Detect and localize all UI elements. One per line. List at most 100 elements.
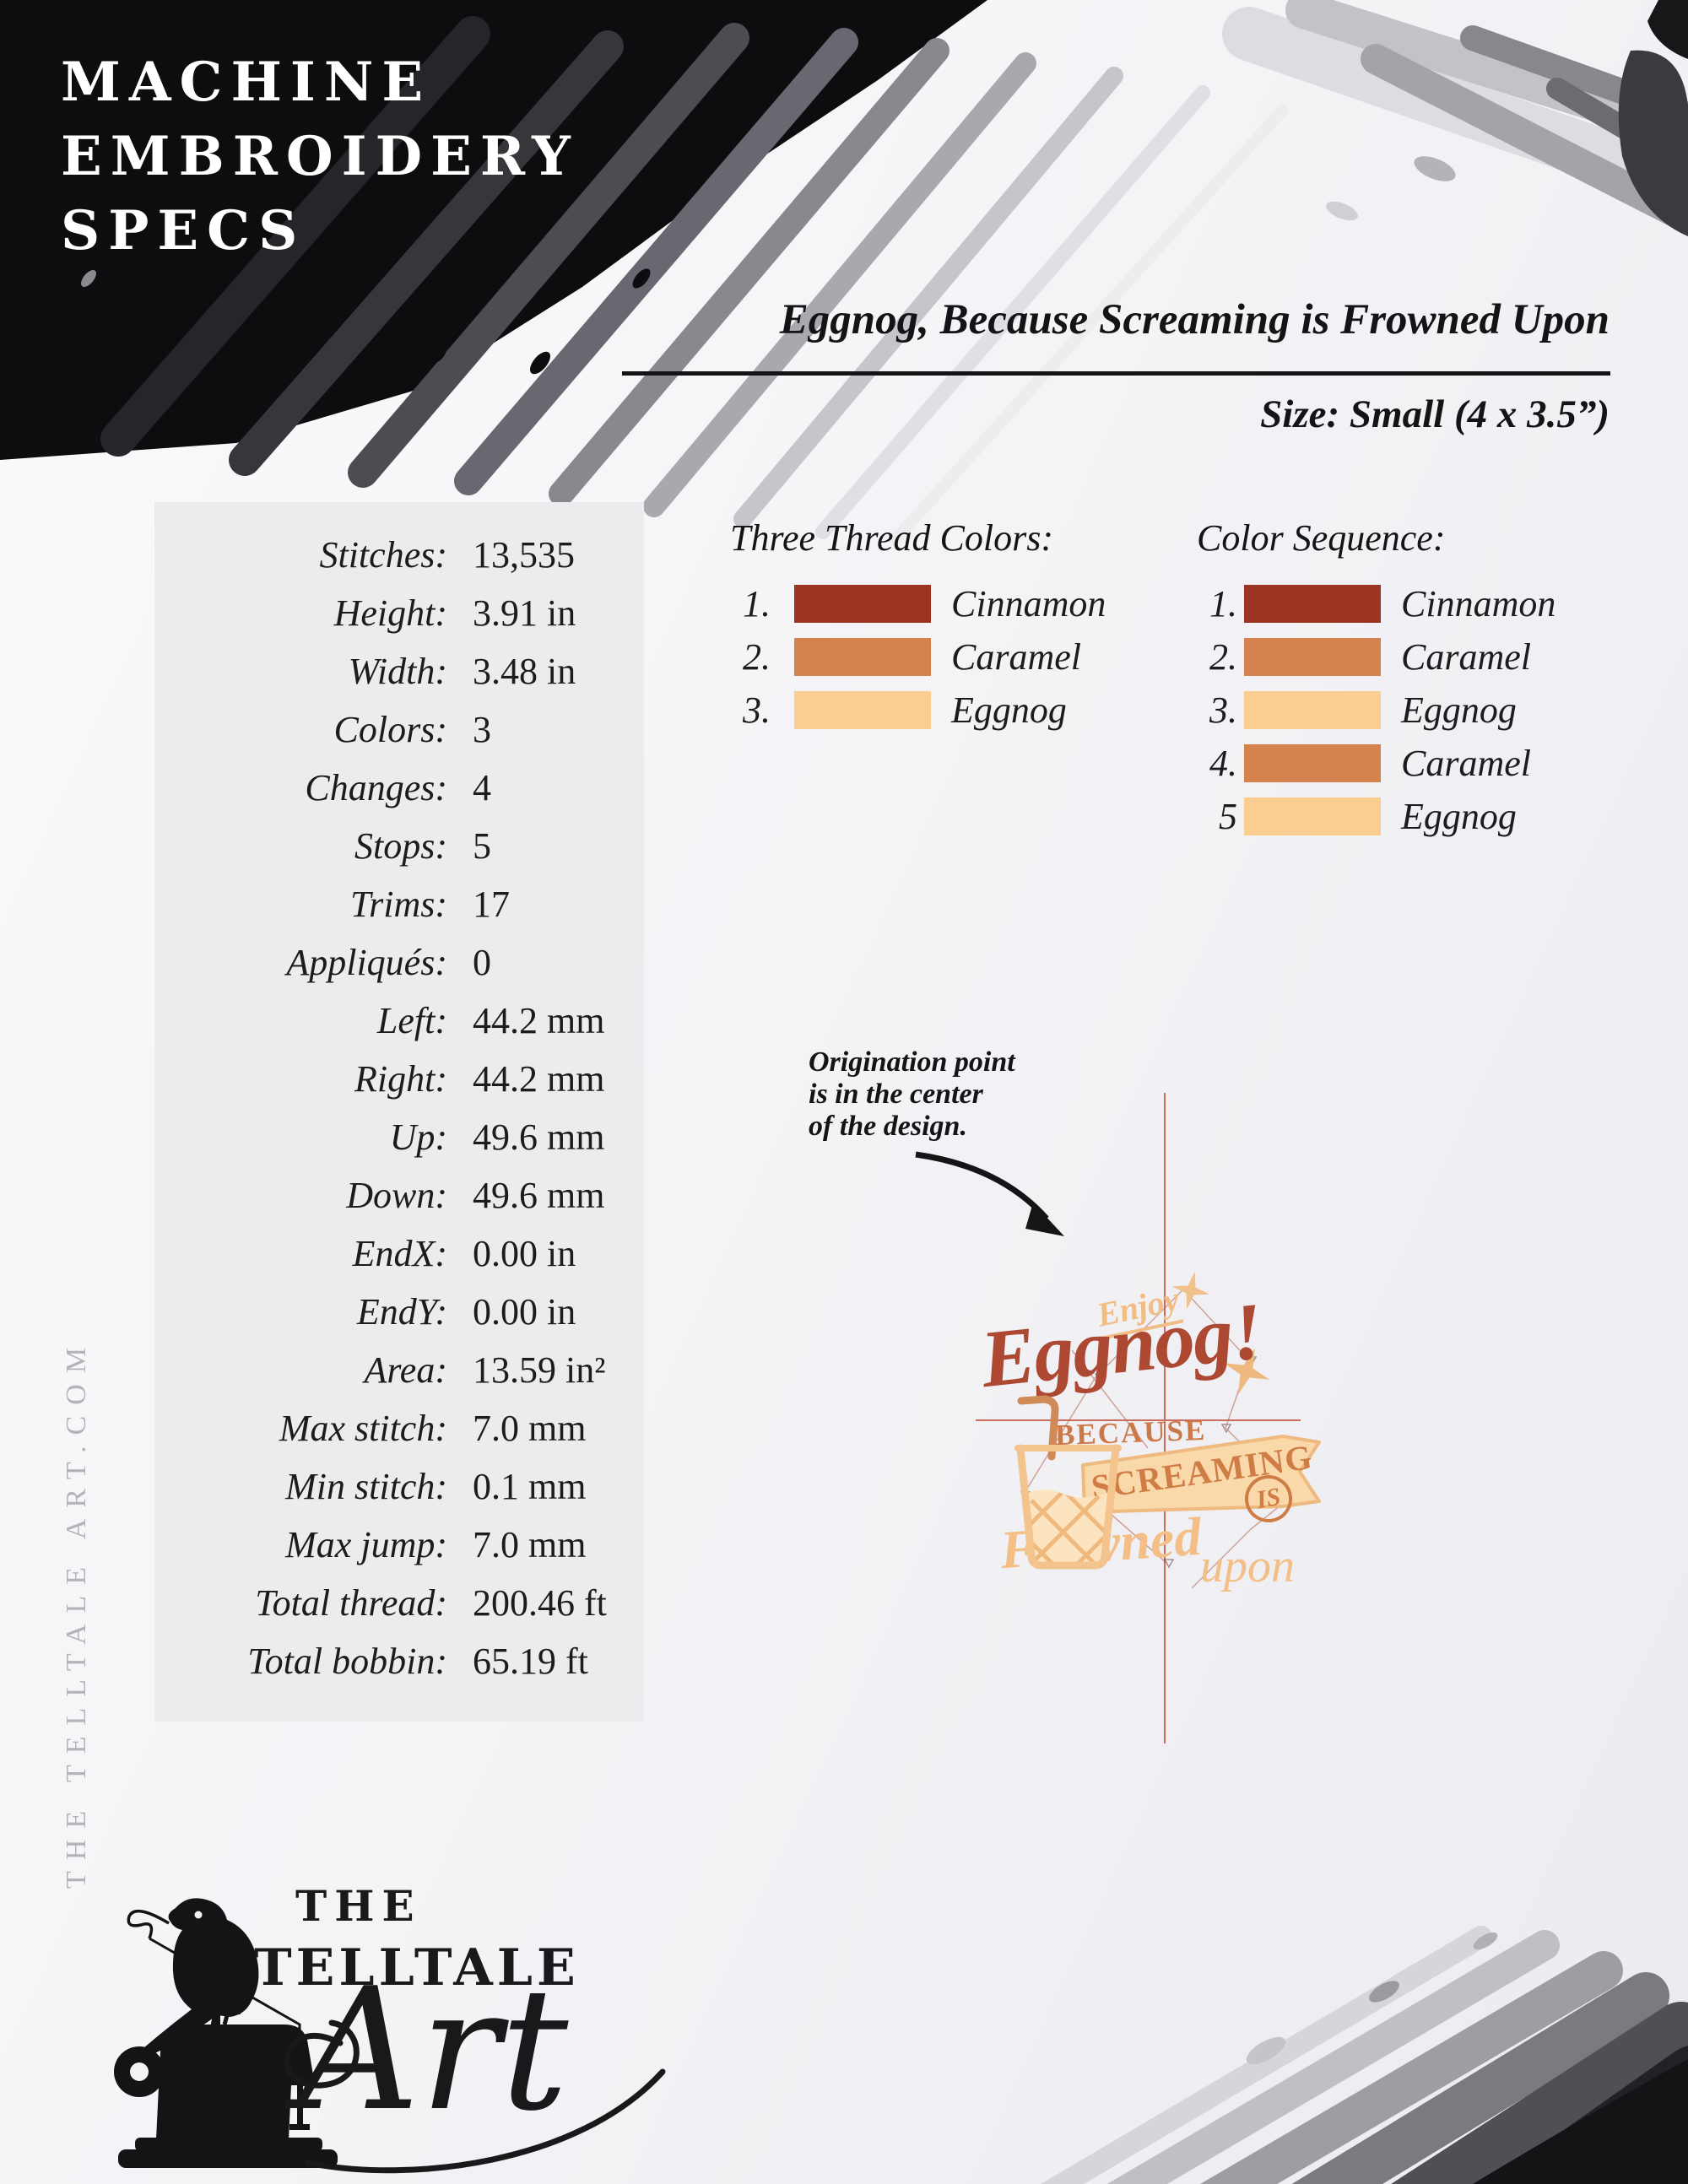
top-right-corner [1647,0,1688,59]
spec-row: EndX: 0.00 in [154,1224,644,1283]
sparkle-icon [1223,1348,1270,1395]
spec-value: 44.2 mm [473,1000,605,1041]
crow-sewing-machine-icon [114,1898,338,2168]
color-sequence-swatch [1244,744,1381,782]
thread-color-number: 3. [743,689,771,731]
color-sequence-number: 1. [1209,583,1237,624]
art-swash-flourish [284,2019,666,2174]
spec-row: Changes: 4 [154,759,644,817]
spec-row: Total bobbin: 65.19 ft [154,1632,644,1690]
spec-value: 44.2 mm [473,1058,605,1100]
thread-color-row: 3. Eggnog [730,689,1135,731]
spec-row: Min stitch: 0.1 mm [154,1457,644,1516]
spec-row: Colors: 3 [154,700,644,759]
color-sequence-swatch [1244,691,1381,729]
spec-label: Appliqués: [286,942,447,983]
design-preview: Enjoy Eggnog! BECAUSE SCREAMING IS Frown… [971,1249,1367,1612]
spec-label: EndY: [356,1291,447,1333]
size-label: Size: Small (4 x 3.5”) [1260,392,1610,436]
bottom-right-streaks [1041,1926,1688,2184]
thread-color-swatch [794,638,931,676]
spec-value: 4 [473,767,491,808]
spec-value: 0.1 mm [473,1466,587,1507]
spec-label: Max stitch: [279,1408,447,1449]
spec-value: 7.0 mm [473,1408,587,1449]
origination-note-line-1: Origination point [809,1046,1015,1078]
spec-label: EndX: [352,1233,447,1274]
eggnog-glass-icon [1014,1395,1122,1570]
spec-label: Stops: [354,825,447,867]
color-sequence-row: 3. Eggnog [1197,689,1602,731]
spec-label: Left: [376,1000,447,1041]
thread-color-number: 1. [743,583,771,624]
spec-value: 65.19 ft [473,1641,588,1682]
website-vertical-text: THE TELLTALE ART.COM [61,1336,92,1889]
logo-word-the: THE [295,1881,422,1931]
spec-label: Stitches: [319,534,447,576]
thread-color-name: Cinnamon [951,583,1106,624]
spec-label: Height: [333,592,447,634]
bottom-right-corner [1473,2059,1688,2184]
spec-value: 5 [473,825,491,867]
color-sequence-rows: 1. Cinnamon 2. Caramel 3. Eggnog [1197,583,1602,837]
color-sequence-number: 5 [1219,796,1237,837]
spec-label: Changes: [305,767,447,808]
spec-label: Up: [389,1116,447,1158]
color-sequence-swatch [1244,585,1381,623]
design-title: Eggnog, Because Screaming is Frowned Upo… [779,296,1610,343]
spec-value: 3.48 in [473,651,576,692]
banner-ribbon-shape [1081,1435,1321,1514]
curved-arrow-icon [915,1151,1064,1236]
color-sequence-name: Caramel [1401,636,1531,678]
thread-colors-title: Three Thread Colors: [730,517,1053,559]
spec-panel: Stitches: 13,535 Height: 3.91 in Width: … [154,502,644,1722]
spec-value: 7.0 mm [473,1524,587,1565]
spec-label: Area: [364,1349,447,1391]
spec-value: 17 [473,884,510,925]
telltale-art-logo: THE TELLTALE Art [89,1861,666,2181]
thread-color-name: Eggnog [951,689,1067,731]
spec-value: 3 [473,709,491,750]
origination-note: Origination point is in the center of th… [809,1046,1015,1143]
color-sequence-name: Eggnog [1401,796,1517,837]
color-sequence-swatch [1244,638,1381,676]
origination-note-line-3: of the design. [809,1111,967,1142]
thread-color-swatch [794,691,931,729]
spec-value: 3.91 in [473,592,576,634]
color-sequence-name: Caramel [1401,743,1531,784]
spec-label: Total bobbin: [247,1641,447,1682]
color-sequence-row: 1. Cinnamon [1197,583,1602,624]
spec-row: Max jump: 7.0 mm [154,1516,644,1574]
top-right-dark-blob [1618,50,1688,236]
color-sequence-list: Color Sequence: 1. Cinnamon 2. Caramel 3… [1197,516,1602,851]
thread-color-name: Caramel [951,636,1081,678]
thread-colors-rows: 1. Cinnamon 2. Caramel 3. Eggnog [730,583,1135,731]
sparkle-icon [1171,1271,1210,1310]
spec-row: Stops: 5 [154,817,644,875]
color-sequence-name: Cinnamon [1401,583,1556,624]
spec-value: 200.46 ft [473,1582,607,1624]
color-sequence-name: Eggnog [1401,689,1517,731]
spec-row: Stitches: 13,535 [154,526,644,584]
spec-label: Colors: [333,709,447,750]
spec-row: Trims: 17 [154,875,644,933]
crosshair-horizontal-line [976,1419,1301,1421]
spec-label: Right: [354,1058,447,1100]
color-sequence-number: 3. [1209,689,1237,731]
spec-row: Height: 3.91 in [154,584,644,642]
spec-row: Width: 3.48 in [154,642,644,700]
spec-value: 49.6 mm [473,1116,605,1158]
spec-label: Trims: [350,884,447,925]
spec-value: 0.00 in [473,1291,576,1333]
spec-value: 0 [473,942,491,983]
page-title-line-2: EMBROIDERY [61,125,579,188]
spec-row: Down: 49.6 mm [154,1166,644,1224]
spec-row: Max stitch: 7.0 mm [154,1399,644,1457]
crosshair-vertical-line [1164,1093,1166,1743]
color-sequence-number: 2. [1209,636,1237,678]
spec-row: Area: 13.59 in² [154,1341,644,1399]
spec-row: Appliqués: 0 [154,933,644,992]
spec-row: Left: 44.2 mm [154,992,644,1050]
color-sequence-number: 4. [1209,743,1237,784]
origination-note-line-2: is in the center [809,1078,983,1110]
